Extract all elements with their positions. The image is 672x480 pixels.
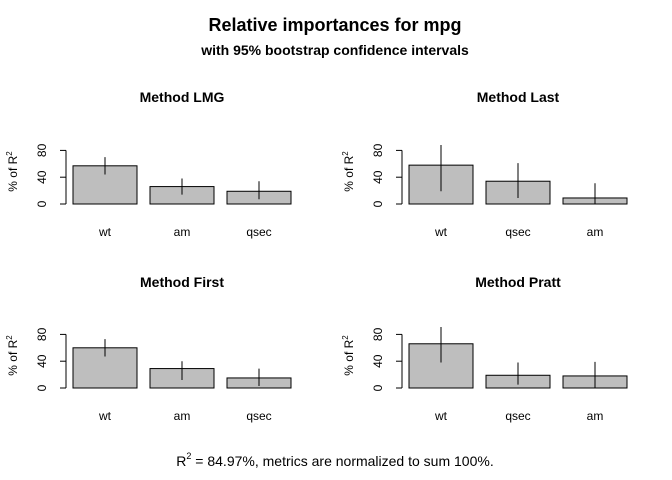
- chart-panel: Method Pratt 0 40 80 % of R2 wt qsec am: [341, 274, 628, 423]
- y-tick-label: 80: [35, 143, 49, 157]
- y-tick-label: 80: [35, 327, 49, 341]
- panel-title: Method Last: [477, 89, 560, 105]
- category-label: am: [174, 225, 191, 239]
- y-axis-label: % of R2: [5, 151, 20, 192]
- category-label: qsec: [246, 409, 271, 423]
- bar-wt: [72, 347, 138, 389]
- y-axis-label: % of R2: [341, 151, 356, 192]
- y-tick-label: 0: [35, 384, 49, 391]
- category-label: wt: [434, 225, 448, 239]
- footer-superscript: 2: [186, 451, 191, 461]
- y-tick-label: 40: [371, 170, 385, 184]
- y-tick-label: 80: [371, 327, 385, 341]
- category-label: qsec: [246, 225, 271, 239]
- footer-text: = 84.97%, metrics are normalized to sum …: [191, 453, 493, 469]
- y-axis-label: % of R2: [341, 335, 356, 376]
- y-axis-label-superscript: 2: [341, 151, 350, 156]
- category-label: qsec: [505, 409, 530, 423]
- figure-title: Relative importances for mpg: [208, 15, 461, 35]
- y-tick-label: 0: [371, 384, 385, 391]
- y-axis-label-superscript: 2: [5, 335, 14, 340]
- category-label: am: [174, 409, 191, 423]
- category-label: wt: [98, 409, 112, 423]
- chart-panel: Method LMG 0 40 80 % of R2 wt am qsec: [5, 89, 292, 239]
- category-label: am: [587, 409, 604, 423]
- y-tick-label: 0: [35, 200, 49, 207]
- y-axis-label-superscript: 2: [341, 335, 350, 340]
- category-label: wt: [434, 409, 448, 423]
- figure-footer: R2 = 84.97%, metrics are normalized to s…: [176, 451, 493, 469]
- y-axis-label-text: % of R: [342, 339, 356, 375]
- y-tick-label: 40: [35, 170, 49, 184]
- y-axis-label: % of R2: [5, 335, 20, 376]
- y-axis-label-text: % of R: [6, 155, 20, 191]
- y-axis-label-text: % of R: [342, 155, 356, 191]
- chart-panel: Method First 0 40 80 % of R2 wt am qsec: [5, 274, 292, 423]
- y-tick-label: 40: [371, 354, 385, 368]
- panel-title: Method Pratt: [475, 274, 561, 290]
- panel-title: Method First: [140, 274, 224, 290]
- y-tick-label: 40: [35, 354, 49, 368]
- category-label: qsec: [505, 225, 530, 239]
- figure-subtitle: with 95% bootstrap confidence intervals: [200, 42, 469, 58]
- panel-title: Method LMG: [140, 89, 225, 105]
- y-tick-label: 0: [371, 200, 385, 207]
- y-tick-label: 80: [371, 143, 385, 157]
- category-label: wt: [98, 225, 112, 239]
- chart-panel: Method Last 0 40 80 % of R2 wt qsec am: [341, 89, 628, 239]
- y-axis-label-text: % of R: [6, 339, 20, 375]
- y-axis-label-superscript: 2: [5, 151, 14, 156]
- footer-r-letter: R: [176, 453, 186, 469]
- category-label: am: [587, 225, 604, 239]
